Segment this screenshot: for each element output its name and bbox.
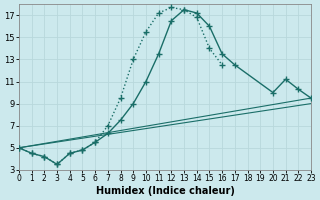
X-axis label: Humidex (Indice chaleur): Humidex (Indice chaleur) (96, 186, 235, 196)
